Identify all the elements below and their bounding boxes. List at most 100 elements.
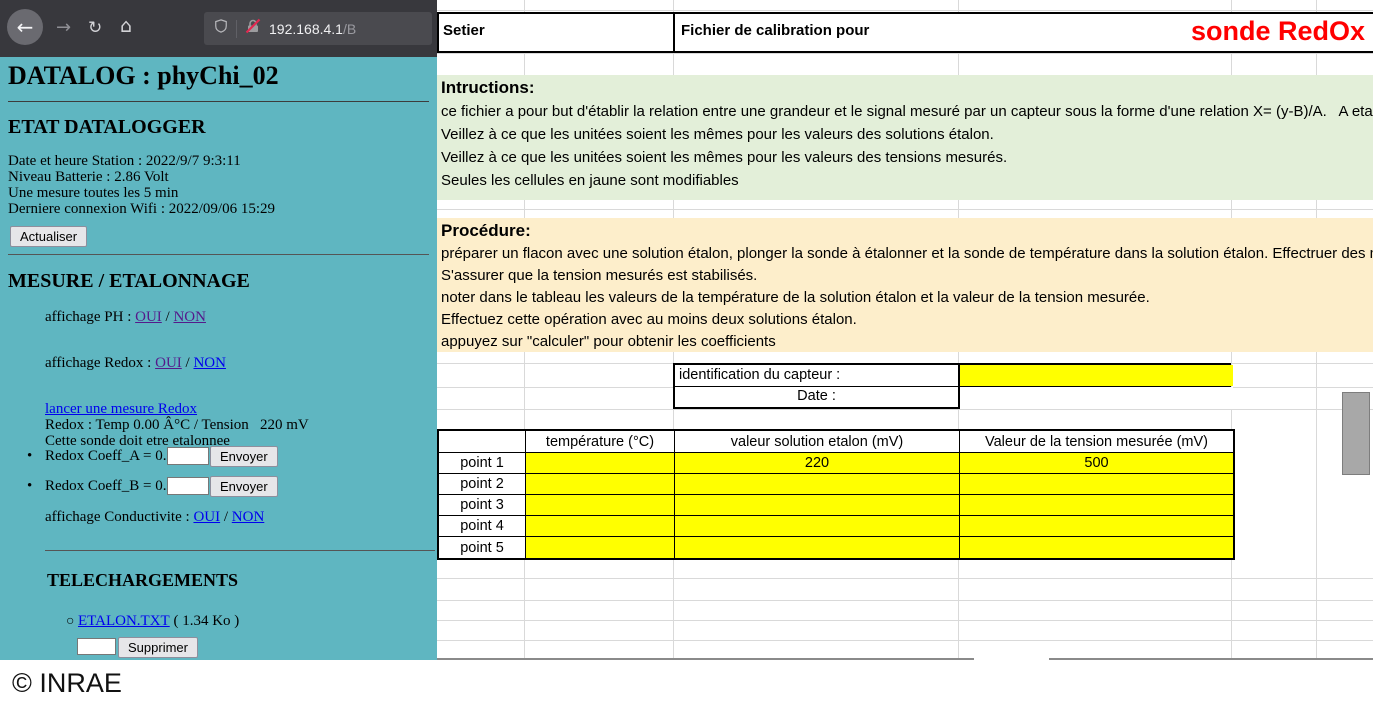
divider: [8, 254, 429, 255]
cell-temp-point3[interactable]: [526, 495, 675, 516]
date-label: Date :: [797, 388, 836, 404]
browser-toolbar: ← → ↻ ⌂ 192.168.4.1/B: [0, 0, 437, 57]
datalog-page: DATALOG : phyChi_02 ETAT DATALOGGER Date…: [0, 57, 437, 660]
affichage-ph-label: affichage PH :: [45, 309, 132, 325]
cell-etalon-point2[interactable]: [675, 474, 960, 495]
lancer-mesure-redox-link[interactable]: lancer une mesure Redox: [45, 401, 198, 417]
ph-oui-link[interactable]: OUI: [135, 309, 162, 325]
telechargements-heading: TELECHARGEMENTS: [47, 570, 239, 590]
circle-bullet: ○: [66, 614, 75, 629]
date-input-cell[interactable]: [960, 387, 1233, 409]
affichage-conductivite-label: affichage Conductivite :: [45, 509, 190, 525]
conductivite-oui-link[interactable]: OUI: [193, 509, 221, 525]
row-label: point 3: [439, 495, 526, 516]
insecure-lock-icon[interactable]: [245, 18, 261, 39]
id-block-horizontal-divider: [675, 386, 1229, 387]
conductivite-non-link[interactable]: NON: [231, 509, 265, 525]
measure-interval: Une mesure toutes les 5 min: [8, 185, 179, 201]
header-temperature: température (°C): [526, 431, 675, 453]
back-arrow-icon: ←: [16, 15, 34, 39]
instructions-heading: Intructions:: [441, 78, 535, 97]
cell-tension-point2[interactable]: [960, 474, 1233, 495]
cell-tension-point5[interactable]: [960, 537, 1233, 558]
row-label: point 1: [439, 453, 526, 474]
supprimer-button[interactable]: Supprimer: [118, 637, 198, 658]
divider: [45, 550, 435, 551]
cell-tension-point4[interactable]: [960, 516, 1233, 537]
cell-etalon-point3[interactable]: [675, 495, 960, 516]
cell-temp-point5[interactable]: [526, 537, 675, 558]
bullet: •: [27, 448, 33, 464]
affichage-redox-row: affichage Redox : OUI / NON: [45, 355, 226, 372]
title-row-divider: [673, 14, 675, 51]
bullet: •: [27, 478, 33, 494]
tracking-shield-icon[interactable]: [214, 18, 228, 39]
table-corner-cell: [439, 431, 526, 453]
divider: [8, 101, 429, 102]
window-bottom-edge: [1049, 658, 1373, 660]
file-size: ( 1.34 Ko ): [169, 613, 240, 629]
cell-temp-point4[interactable]: [526, 516, 675, 537]
procedure-heading: Procédure:: [441, 221, 531, 240]
forward-arrow-icon: →: [56, 17, 72, 38]
cell-temp-point1[interactable]: [526, 453, 675, 474]
slash: /: [185, 355, 190, 371]
cell-setier: Setier: [443, 22, 485, 39]
sonde-warning: Cette sonde doit etre etalonnee: [45, 433, 230, 449]
mesure-etalonnage-heading: MESURE / ETALONNAGE: [8, 270, 250, 292]
sensor-id-label: identification du capteur :: [679, 367, 841, 383]
procedure-block: Procédure: préparer un flacon avec une s…: [437, 218, 1373, 352]
procedure-line: Effectuez cette opération avec au moins …: [441, 311, 857, 328]
page-title: DATALOG : phyChi_02: [8, 61, 279, 90]
ph-non-link[interactable]: NON: [173, 309, 206, 325]
procedure-line: noter dans le tableau les valeurs de la …: [441, 289, 1150, 306]
row-label: point 2: [439, 474, 526, 495]
cell-fichier-de-calibration: Fichier de calibration pour: [681, 22, 870, 39]
coeff-a-envoyer-button[interactable]: Envoyer: [210, 446, 278, 467]
last-wifi-connection: Derniere connexion Wifi : 2022/09/06 15:…: [8, 201, 275, 217]
coeff-a-input[interactable]: [167, 447, 209, 465]
instructions-line: Seules les cellules en jaune sont modifi…: [441, 172, 739, 189]
redox-non-link[interactable]: NON: [193, 355, 226, 371]
cell-etalon-point1[interactable]: 220: [675, 453, 960, 474]
procedure-line: appuyez sur "calculer" pour obtenir les …: [441, 333, 776, 350]
reload-button[interactable]: ↻: [88, 17, 102, 39]
reload-icon: ↻: [88, 18, 103, 38]
affichage-conductivite-row: affichage Conductivite : OUI / NON: [45, 509, 264, 526]
coeff-b-envoyer-button[interactable]: Envoyer: [210, 476, 278, 497]
delete-filename-input[interactable]: [77, 638, 116, 655]
slash: /: [223, 509, 229, 525]
row-label: point 5: [439, 537, 526, 558]
instructions-line: Veillez à ce que les unitées soient les …: [441, 149, 1008, 166]
cell-tension-point3[interactable]: [960, 495, 1233, 516]
datalogger-status: Date et heure Station : 2022/9/7 9:3:11 …: [8, 153, 275, 217]
row-label: point 4: [439, 516, 526, 537]
coeff-b-input[interactable]: [167, 477, 209, 495]
coeff-a-label: Redox Coeff_A = 0.00: [45, 448, 182, 464]
download-file-row: ETALON.TXT ( 1.34 Ko ): [78, 613, 239, 630]
etalon-txt-link[interactable]: ETALON.TXT: [78, 613, 170, 629]
redox-oui-link[interactable]: OUI: [155, 355, 182, 371]
home-button[interactable]: ⌂: [120, 15, 132, 37]
cell-etalon-point4[interactable]: [675, 516, 960, 537]
procedure-line: S'assurer que la tension mesurés est sta…: [441, 267, 758, 284]
header-tension: Valeur de la tension mesurée (mV): [960, 431, 1233, 453]
header-etalon: valeur solution etalon (mV): [675, 431, 960, 453]
cell-etalon-point5[interactable]: [675, 537, 960, 558]
back-button[interactable]: ←: [7, 9, 43, 45]
address-bar[interactable]: 192.168.4.1/B: [204, 12, 432, 45]
affichage-ph-row: affichage PH : OUI / NON: [45, 309, 206, 326]
scrollbar-thumb[interactable]: [1342, 392, 1370, 475]
window-bottom-edge: [437, 658, 974, 660]
cell-temp-point2[interactable]: [526, 474, 675, 495]
sensor-id-input-cell[interactable]: [960, 365, 1233, 386]
url-text: 192.168.4.1/B: [269, 20, 357, 37]
actualiser-button[interactable]: Actualiser: [10, 226, 88, 247]
forward-button[interactable]: →: [56, 17, 71, 39]
inrae-copyright: © INRAE: [12, 668, 122, 698]
instructions-line: Veillez à ce que les unitées soient les …: [441, 126, 994, 143]
address-bar-separator: [236, 19, 237, 38]
etat-datalogger-heading: ETAT DATALOGGER: [8, 116, 206, 138]
cell-tension-point1[interactable]: 500: [960, 453, 1233, 474]
slash: /: [165, 309, 170, 325]
